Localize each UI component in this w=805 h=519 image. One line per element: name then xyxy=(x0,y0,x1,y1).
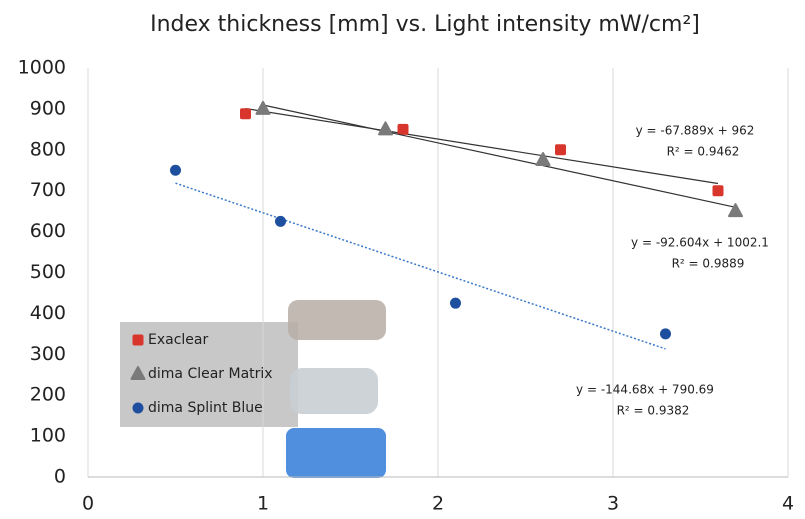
trendline-r2: R² = 0.9382 xyxy=(617,404,690,418)
legend-label: dima Splint Blue xyxy=(148,400,263,416)
point xyxy=(555,144,566,156)
point xyxy=(397,123,409,135)
x-tick-label: 0 xyxy=(82,493,94,515)
point xyxy=(378,121,393,136)
trendline-equation: y = -92.604x + 1002.1 xyxy=(631,236,769,250)
y-tick-label: 1000 xyxy=(18,57,66,79)
x-tick-label: 4 xyxy=(782,493,794,515)
product-images xyxy=(286,300,386,478)
point xyxy=(660,328,671,340)
legend-marker xyxy=(132,402,144,414)
legend-box xyxy=(120,322,298,427)
y-tick-label: 300 xyxy=(30,343,66,365)
image-clear-matrix xyxy=(290,368,378,414)
point xyxy=(535,152,551,167)
y-tick-label: 0 xyxy=(54,466,66,488)
trendline-equation: y = -67.889x + 962 xyxy=(636,124,755,138)
image-splint-blue xyxy=(286,428,386,478)
point xyxy=(728,203,743,218)
legend-label: Exaclear xyxy=(148,332,208,348)
point xyxy=(170,164,181,176)
point xyxy=(712,185,724,197)
chart-title: Index thickness [mm] vs. Light intensity… xyxy=(150,12,700,37)
y-tick-label: 600 xyxy=(30,220,66,242)
legend-marker xyxy=(132,334,144,346)
y-tick-label: 800 xyxy=(30,138,66,160)
x-tick-label: 3 xyxy=(607,493,619,515)
point xyxy=(255,100,271,115)
x-tick-label: 2 xyxy=(432,493,444,515)
y-tick-label: 400 xyxy=(30,302,66,324)
trendline-equation: y = -144.68x + 790.69 xyxy=(576,383,714,397)
legend-marker xyxy=(130,366,146,380)
trendline-r2: R² = 0.9889 xyxy=(672,257,745,271)
trendline-r2: R² = 0.9462 xyxy=(667,145,740,159)
trendline xyxy=(262,104,736,208)
point xyxy=(275,215,286,227)
y-tick-label: 900 xyxy=(30,97,66,119)
x-tick-label: 1 xyxy=(257,493,269,515)
y-tick-label: 200 xyxy=(30,384,66,406)
trendline xyxy=(245,107,719,185)
y-tick-label: 500 xyxy=(30,261,66,283)
y-tick-label: 100 xyxy=(30,425,66,447)
image-exaclear xyxy=(288,300,386,340)
y-tick-label: 700 xyxy=(30,179,66,201)
point xyxy=(240,108,251,120)
legend-label: dima Clear Matrix xyxy=(148,366,273,382)
point xyxy=(450,297,461,309)
